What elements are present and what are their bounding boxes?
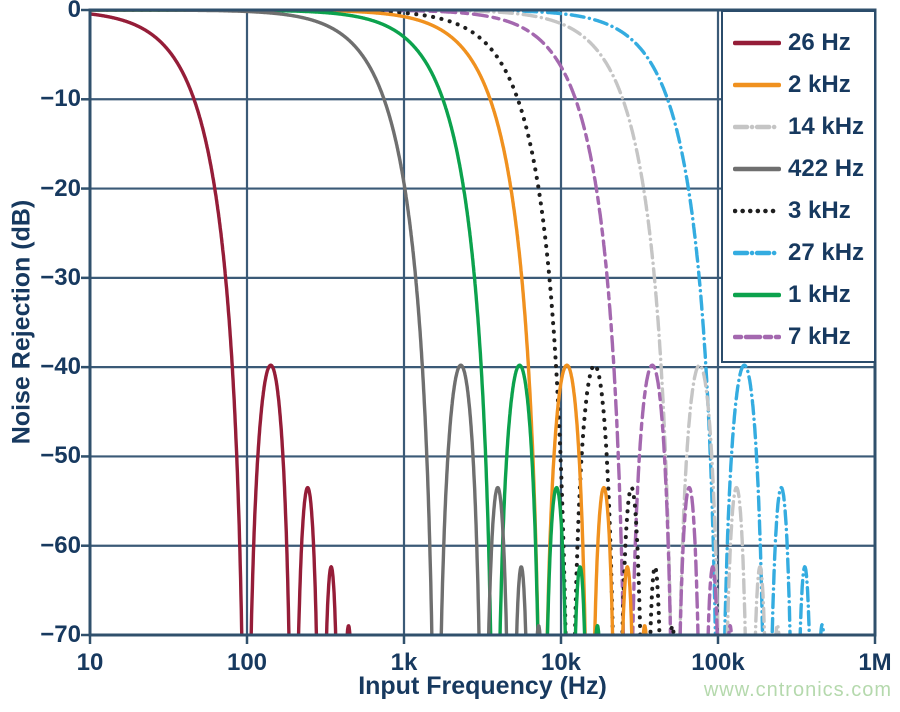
y-tick-label: −70 <box>40 621 81 648</box>
legend-label: 7 kHz <box>788 323 851 350</box>
legend-swatch-icon <box>733 208 781 214</box>
legend-item: 26 Hz <box>723 22 874 64</box>
legend-swatch-icon <box>733 166 781 172</box>
legend-swatch-icon <box>733 334 781 340</box>
y-tick-label: −30 <box>40 263 81 291</box>
legend-label: 2 kHz <box>788 71 851 98</box>
legend-item: 7 kHz <box>723 316 874 358</box>
x-axis-title: Input Frequency (Hz) <box>358 672 607 700</box>
y-axis-title: Noise Rejection (dB) <box>7 199 36 445</box>
x-tick-label: 10k <box>540 649 582 676</box>
legend-swatch-icon <box>733 40 781 46</box>
legend: 26 Hz 2 kHz 14 kHz 422 Hz 3 kHz 27 kHz 1 kHz 7 … <box>721 10 876 363</box>
gridlines <box>90 10 875 635</box>
legend-swatch-icon <box>733 124 781 130</box>
y-tick-label: −50 <box>40 442 81 470</box>
legend-label: 1 kHz <box>788 281 851 308</box>
y-tick-label: −10 <box>40 85 81 113</box>
legend-item: 3 kHz <box>723 190 874 232</box>
legend-swatch-icon <box>733 292 781 298</box>
legend-item: 422 Hz <box>723 148 874 190</box>
y-tick-label: −40 <box>40 353 81 381</box>
curve-7-khz <box>90 10 734 635</box>
x-tick-label: 100 <box>226 649 268 676</box>
x-tick-label: 10 <box>76 649 104 676</box>
x-tick-label: 1M <box>858 649 892 676</box>
x-tick-label: 100k <box>691 649 745 676</box>
curve-26-hz <box>90 12 352 635</box>
legend-label: 26 Hz <box>788 29 851 56</box>
x-tick-label: 1k <box>390 649 418 676</box>
y-tick-label: −20 <box>40 174 81 202</box>
axis-ticks <box>81 8 877 644</box>
curve-2-khz <box>90 10 648 635</box>
legend-item: 27 kHz <box>723 232 874 274</box>
legend-swatch-icon <box>733 250 781 256</box>
legend-label: 3 kHz <box>788 197 851 224</box>
y-tick-label: 0 <box>67 0 81 23</box>
legend-item: 14 kHz <box>723 106 874 148</box>
watermark: www.cntronics.com <box>703 679 892 701</box>
legend-label: 27 kHz <box>788 239 865 266</box>
legend-label: 422 Hz <box>788 155 865 182</box>
legend-swatch-icon <box>733 82 781 88</box>
y-tick-label: −60 <box>40 531 81 559</box>
legend-item: 2 kHz <box>723 64 874 106</box>
legend-item: 1 kHz <box>723 274 874 316</box>
legend-label: 14 kHz <box>788 113 865 140</box>
